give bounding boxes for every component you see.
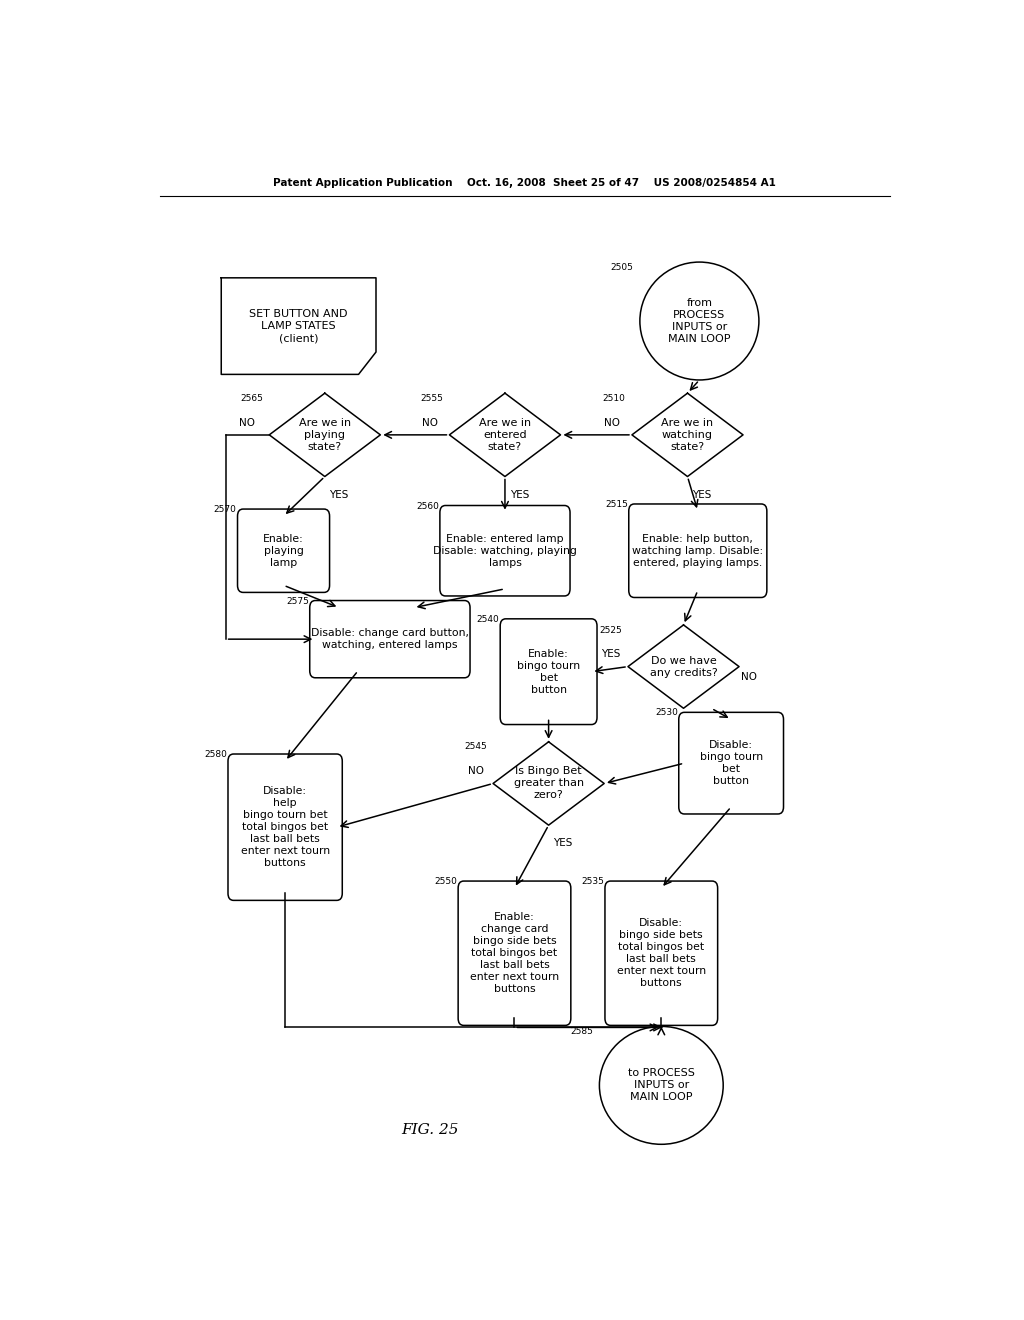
Ellipse shape <box>599 1027 723 1144</box>
Polygon shape <box>628 624 739 709</box>
Text: YES: YES <box>601 649 621 660</box>
Text: 2545: 2545 <box>464 742 486 751</box>
Polygon shape <box>269 393 380 477</box>
Text: 2515: 2515 <box>605 500 628 510</box>
Text: Enable: entered lamp
Disable: watching, playing
lamps: Enable: entered lamp Disable: watching, … <box>433 533 577 568</box>
Text: NO: NO <box>604 417 621 428</box>
Text: 2535: 2535 <box>582 878 604 886</box>
Text: 2555: 2555 <box>420 393 443 403</box>
Text: FIG. 25: FIG. 25 <box>400 1123 459 1137</box>
Text: 2525: 2525 <box>599 626 622 635</box>
FancyBboxPatch shape <box>500 619 597 725</box>
Text: Do we have
any credits?: Do we have any credits? <box>649 656 718 677</box>
Text: Enable:
bingo tourn
bet
button: Enable: bingo tourn bet button <box>517 648 581 694</box>
Text: 2560: 2560 <box>416 502 439 511</box>
Text: YES: YES <box>692 490 712 500</box>
Text: 2505: 2505 <box>610 263 634 272</box>
Polygon shape <box>632 393 743 477</box>
FancyBboxPatch shape <box>238 510 330 593</box>
Polygon shape <box>450 393 560 477</box>
Text: Are we in
watching
state?: Are we in watching state? <box>662 418 714 451</box>
Text: 2585: 2585 <box>570 1027 593 1036</box>
Text: Are we in
entered
state?: Are we in entered state? <box>479 418 531 451</box>
FancyBboxPatch shape <box>309 601 470 677</box>
Text: Is Bingo Bet
greater than
zero?: Is Bingo Bet greater than zero? <box>514 767 584 800</box>
Text: 2580: 2580 <box>205 750 227 759</box>
Text: 2565: 2565 <box>240 393 263 403</box>
Text: NO: NO <box>422 417 437 428</box>
FancyBboxPatch shape <box>440 506 570 595</box>
Text: 2570: 2570 <box>214 506 237 515</box>
Text: Enable:
playing
lamp: Enable: playing lamp <box>263 533 304 568</box>
Text: YES: YES <box>510 490 529 500</box>
Text: 2575: 2575 <box>286 597 309 606</box>
Text: to PROCESS
INPUTS or
MAIN LOOP: to PROCESS INPUTS or MAIN LOOP <box>628 1068 694 1102</box>
Polygon shape <box>494 742 604 825</box>
Text: YES: YES <box>553 838 572 849</box>
Text: 2540: 2540 <box>476 615 500 624</box>
FancyBboxPatch shape <box>228 754 342 900</box>
Text: Disable: change card button,
watching, entered lamps: Disable: change card button, watching, e… <box>311 628 469 651</box>
Text: 2530: 2530 <box>655 709 678 718</box>
Text: NO: NO <box>740 672 757 681</box>
Text: Are we in
playing
state?: Are we in playing state? <box>299 418 351 451</box>
Text: YES: YES <box>330 490 349 500</box>
Ellipse shape <box>640 263 759 380</box>
Text: from
PROCESS
INPUTS or
MAIN LOOP: from PROCESS INPUTS or MAIN LOOP <box>668 298 731 345</box>
Text: Enable:
change card
bingo side bets
total bingos bet
last ball bets
enter next t: Enable: change card bingo side bets tota… <box>470 912 559 994</box>
Text: SET BUTTON AND
LAMP STATES
(client): SET BUTTON AND LAMP STATES (client) <box>250 309 348 343</box>
Text: Disable:
bingo tourn
bet
button: Disable: bingo tourn bet button <box>699 741 763 787</box>
FancyBboxPatch shape <box>458 880 570 1026</box>
Text: Patent Application Publication    Oct. 16, 2008  Sheet 25 of 47    US 2008/02548: Patent Application Publication Oct. 16, … <box>273 178 776 189</box>
Text: 2510: 2510 <box>603 393 626 403</box>
Text: Disable:
bingo side bets
total bingos bet
last ball bets
enter next tourn
button: Disable: bingo side bets total bingos be… <box>616 919 706 989</box>
Polygon shape <box>221 277 376 375</box>
FancyBboxPatch shape <box>605 880 718 1026</box>
Text: Disable:
help
bingo tourn bet
total bingos bet
last ball bets
enter next tourn
b: Disable: help bingo tourn bet total bing… <box>241 787 330 869</box>
Text: NO: NO <box>468 767 483 776</box>
FancyBboxPatch shape <box>629 504 767 598</box>
Text: Enable: help button,
watching lamp. Disable:
entered, playing lamps.: Enable: help button, watching lamp. Disa… <box>632 533 763 568</box>
FancyBboxPatch shape <box>679 713 783 814</box>
Text: NO: NO <box>239 417 255 428</box>
Text: 2550: 2550 <box>434 878 458 886</box>
